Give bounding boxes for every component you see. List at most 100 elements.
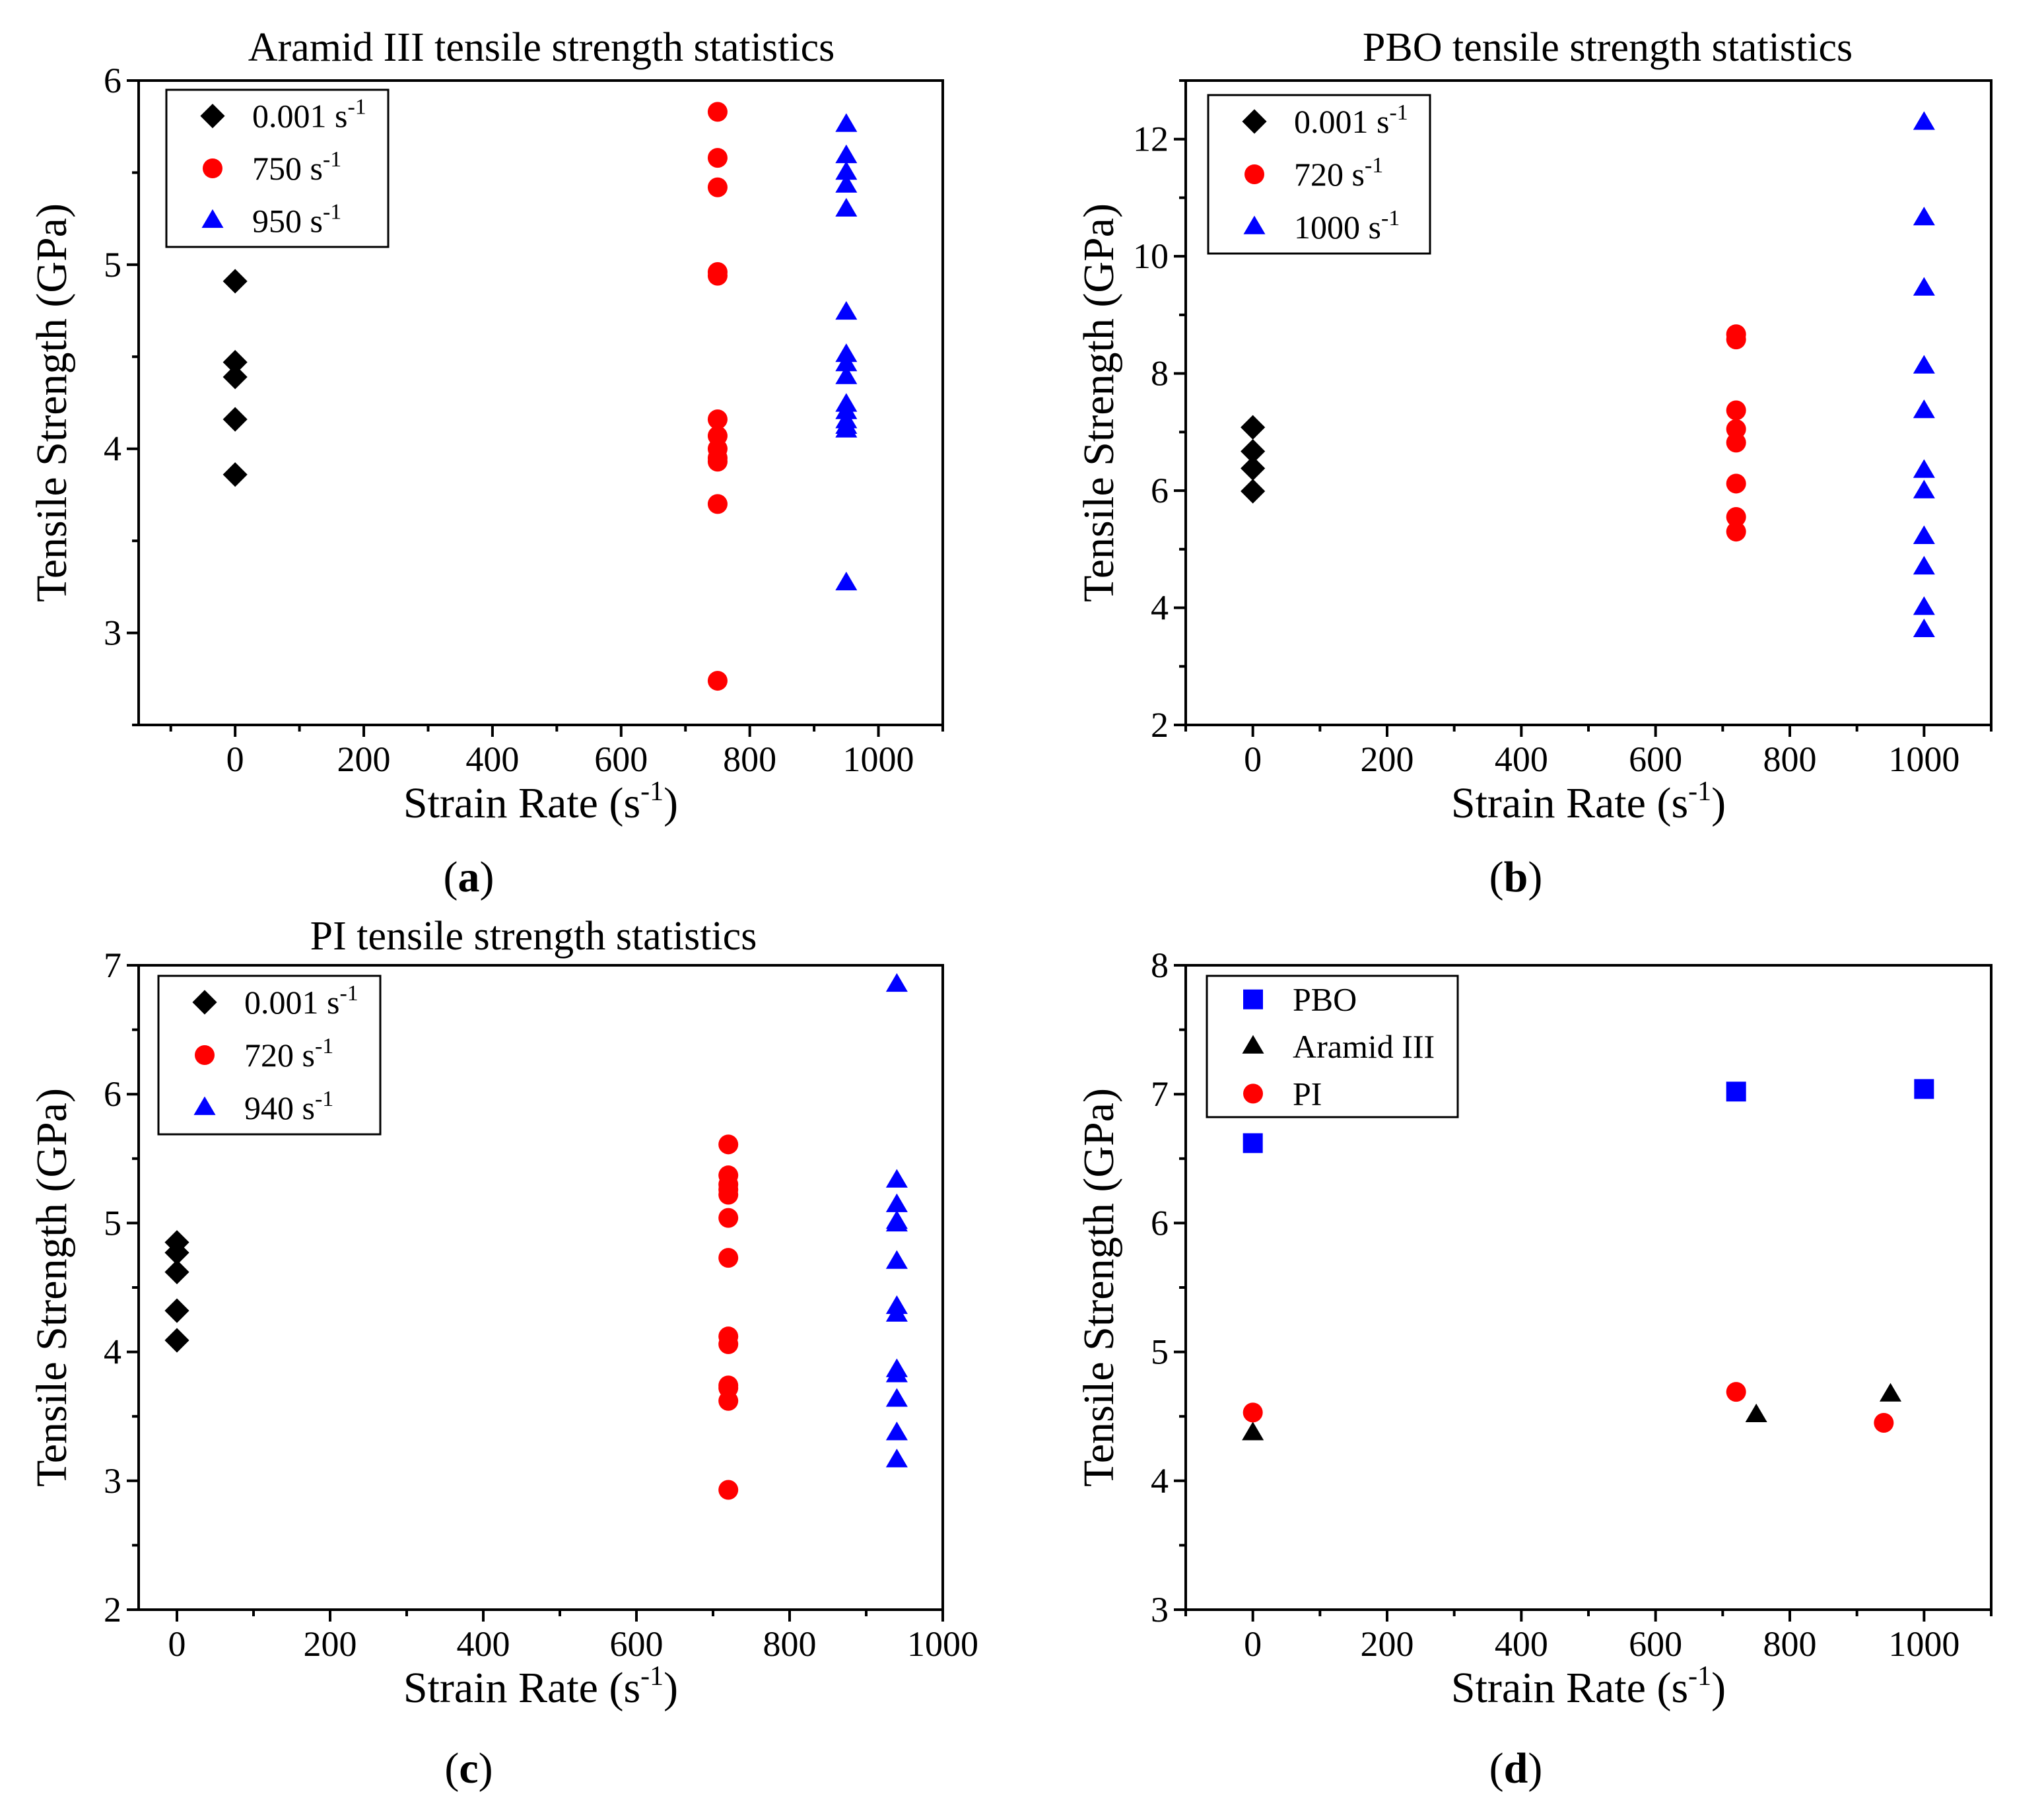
x-tick-label: 800 bbox=[723, 739, 776, 779]
x-tick-label: 0 bbox=[1244, 1624, 1262, 1664]
series-0-001-s bbox=[1241, 415, 1266, 504]
data-point bbox=[1242, 1422, 1264, 1441]
series-1000-s bbox=[1913, 111, 1935, 638]
y-tick-label: 6 bbox=[1151, 1203, 1169, 1243]
x-tick-label: 200 bbox=[304, 1624, 357, 1664]
data-point bbox=[718, 1134, 739, 1155]
x-tick-label: 200 bbox=[1361, 1624, 1414, 1664]
x-tick-label: 800 bbox=[763, 1624, 817, 1664]
legend-marker bbox=[1243, 1083, 1263, 1104]
data-point bbox=[835, 144, 858, 164]
y-tick-label: 4 bbox=[1151, 1461, 1169, 1501]
data-point bbox=[1243, 1133, 1263, 1153]
data-point bbox=[718, 1208, 739, 1228]
data-point bbox=[222, 350, 248, 375]
x-tick-label: 400 bbox=[457, 1624, 510, 1664]
data-point bbox=[1243, 1402, 1263, 1423]
data-point bbox=[718, 1390, 739, 1411]
data-point bbox=[1913, 596, 1935, 615]
data-point bbox=[885, 1422, 908, 1441]
data-point bbox=[1241, 456, 1266, 481]
data-point bbox=[885, 1363, 908, 1383]
legend-marker bbox=[1243, 989, 1263, 1010]
legend-label: 0.001 s-1 bbox=[1294, 100, 1408, 140]
x-tick-label: 600 bbox=[1629, 739, 1682, 779]
panel-caption: (d) bbox=[1489, 1744, 1543, 1793]
chart-panel-a: Aramid III tensile strength statistics 0 2… bbox=[28, 25, 944, 901]
series-0-001-s bbox=[164, 1230, 189, 1353]
y-tick-label: 5 bbox=[1151, 1332, 1169, 1372]
data-point bbox=[1913, 207, 1935, 226]
legend: 0.001 s-1 720 s-1 940 s-1 bbox=[157, 975, 382, 1136]
series-940-s bbox=[885, 973, 908, 1468]
legend-marker bbox=[1242, 109, 1267, 134]
data-point bbox=[1726, 432, 1746, 453]
y-tick-label: 5 bbox=[104, 1203, 121, 1243]
data-point bbox=[885, 1193, 908, 1212]
data-point bbox=[222, 462, 248, 487]
x-tick-label: 1000 bbox=[907, 1624, 978, 1664]
x-axis-label: Strain Rate (s-1) bbox=[403, 776, 678, 827]
data-point bbox=[885, 1250, 908, 1269]
data-point bbox=[835, 197, 858, 217]
x-tick-label: 0 bbox=[226, 739, 244, 779]
plot-frame bbox=[137, 79, 944, 726]
data-point bbox=[1913, 355, 1935, 374]
data-point bbox=[1913, 399, 1935, 419]
chart-panel-c: PI tensile strength statistics 0 200 400 600… bbox=[28, 914, 978, 1793]
legend-label: 720 s-1 bbox=[244, 1034, 333, 1074]
series-750-s bbox=[707, 102, 728, 691]
x-tick-label: 1000 bbox=[1888, 1624, 1959, 1664]
x-tick-label: 400 bbox=[1495, 1624, 1548, 1664]
legend-marker bbox=[195, 1045, 215, 1065]
data-point bbox=[707, 494, 728, 514]
legend-label: 750 s-1 bbox=[252, 147, 341, 187]
data-point bbox=[1913, 618, 1935, 638]
data-point bbox=[718, 1480, 739, 1500]
data-point bbox=[835, 174, 858, 193]
legend: 0.001 s-1 720 s-1 1000 s-1 bbox=[1207, 94, 1431, 255]
data-point bbox=[1913, 525, 1935, 544]
x-tick-label: 600 bbox=[1629, 1624, 1682, 1664]
legend-label: 720 s-1 bbox=[1294, 153, 1383, 193]
data-point bbox=[707, 671, 728, 691]
chart-title: PI tensile strength statistics bbox=[310, 914, 757, 959]
data-point bbox=[1726, 1081, 1746, 1102]
data-point bbox=[885, 1210, 908, 1229]
data-point bbox=[1726, 473, 1746, 494]
y-tick-label: 4 bbox=[104, 1332, 121, 1372]
data-point bbox=[1913, 277, 1935, 296]
y-tick-label: 2 bbox=[104, 1590, 121, 1629]
legend: 0.001 s-1 750 s-1 950 s-1 bbox=[165, 88, 390, 248]
data-point bbox=[1726, 1382, 1746, 1402]
series-aramid-iii bbox=[1242, 1383, 1902, 1441]
legend-label: PBO bbox=[1293, 981, 1357, 1018]
y-tick-label: 8 bbox=[1151, 945, 1169, 985]
y-tick-label: 6 bbox=[104, 61, 121, 100]
panel-caption: (c) bbox=[444, 1744, 493, 1793]
y-tick-label: 10 bbox=[1133, 236, 1169, 276]
data-point bbox=[718, 1248, 739, 1268]
data-point bbox=[885, 1303, 908, 1322]
data-point bbox=[707, 409, 728, 430]
data-point bbox=[164, 1328, 189, 1353]
y-axis-label: Tensile Strength (GPa) bbox=[28, 1088, 76, 1487]
legend-marker bbox=[201, 209, 224, 228]
data-point bbox=[1241, 415, 1266, 440]
y-axis-label: Tensile Strength (GPa) bbox=[28, 203, 76, 602]
data-point bbox=[1726, 507, 1746, 528]
data-point bbox=[707, 148, 728, 168]
data-point bbox=[718, 1179, 739, 1200]
data-point bbox=[1241, 439, 1266, 464]
y-axis-label: Tensile Strength (GPa) bbox=[1075, 1088, 1123, 1487]
legend-label: Aramid III bbox=[1293, 1028, 1435, 1065]
y-tick-label: 3 bbox=[1151, 1590, 1169, 1629]
data-point bbox=[222, 269, 248, 294]
y-tick-label: 7 bbox=[1151, 1074, 1169, 1114]
data-point bbox=[1913, 459, 1935, 478]
legend-marker bbox=[1244, 164, 1264, 184]
data-point bbox=[835, 113, 858, 132]
data-point bbox=[885, 1388, 908, 1407]
data-point bbox=[222, 407, 248, 432]
